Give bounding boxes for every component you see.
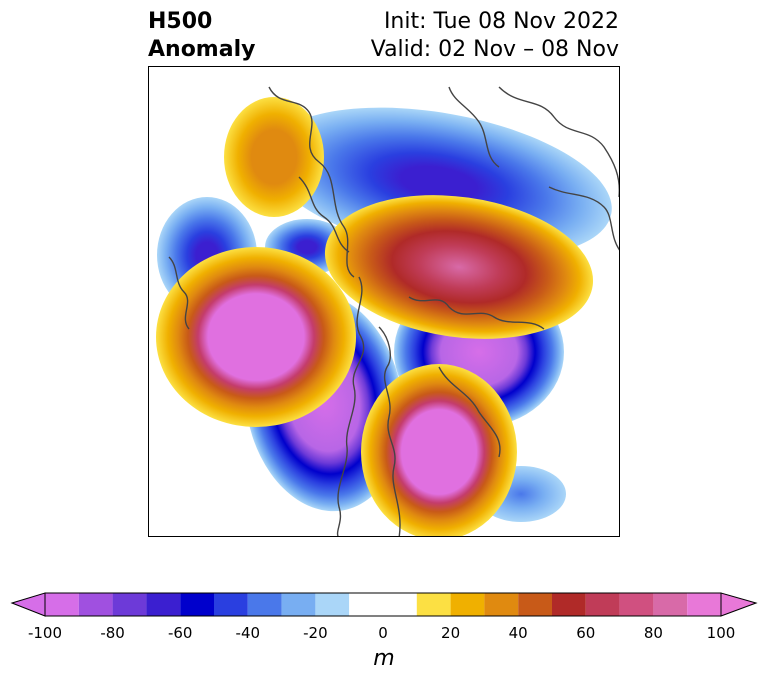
colorbar-outline: [44, 592, 722, 617]
colorbar-cell: [247, 593, 282, 616]
colorbar-cell: [112, 593, 147, 616]
colorbar-cell: [619, 593, 654, 616]
colorbar-cell: [653, 593, 688, 616]
colorbar-cell: [416, 593, 451, 616]
valid-range: Valid: 02 Nov – 08 Nov: [370, 37, 619, 62]
colorbar-cell: [552, 593, 586, 616]
colorbar-cell: [180, 593, 214, 616]
colorbar-tick-label: 100: [706, 624, 736, 642]
colorbar-tick-label: 20: [441, 624, 461, 642]
colorbar: [10, 592, 758, 617]
positive-anomaly-east-coast: [361, 364, 517, 536]
colorbar-cell: [214, 593, 248, 616]
colorbar-tick-label: -100: [27, 624, 63, 642]
colorbar-tick-label: -40: [235, 624, 261, 642]
colorbar-tick-label: -80: [100, 624, 125, 642]
colorbar-unit-label: m: [373, 646, 395, 671]
colorbar-cell: [450, 593, 485, 616]
colorbar-tick-label: 60: [576, 624, 596, 642]
colorbar-tick-label: 0: [378, 624, 388, 642]
colorbar-cell: [518, 593, 552, 616]
colorbar-cell: [687, 593, 721, 616]
title-line-1: H500: [148, 9, 213, 34]
colorbar-over-arrow: [720, 592, 758, 617]
colorbar-cell: [484, 593, 519, 616]
colorbar-cell: [315, 593, 350, 616]
anomaly-fill-layer: [156, 97, 612, 536]
colorbar-under-arrow: [10, 592, 46, 617]
positive-anomaly-europe: [224, 97, 324, 217]
colorbar-cell: [45, 593, 79, 616]
colorbar-cells: [45, 593, 721, 616]
colorbar-tick-label: 80: [643, 624, 663, 642]
map-canvas: [156, 86, 619, 536]
date-info: Init: Tue 08 Nov 2022 Valid: 02 Nov – 08…: [371, 8, 619, 64]
colorbar-cell: [78, 593, 113, 616]
positive-anomaly-siberia: [324, 195, 594, 339]
anomaly-map: [148, 66, 620, 537]
positive-anomaly-pacific: [156, 247, 356, 427]
map-title: H500 Anomaly: [148, 8, 255, 64]
init-date: Init: Tue 08 Nov 2022: [383, 9, 619, 34]
colorbar-cell: [585, 593, 620, 616]
colorbar-tick-label: -20: [303, 624, 328, 642]
colorbar-cell: [146, 593, 181, 616]
colorbar-cell: [349, 593, 417, 616]
colorbar-cell: [281, 593, 316, 616]
colorbar-tick-label: 40: [508, 624, 528, 642]
coastline-layer: [168, 86, 619, 536]
title-line-2: Anomaly: [148, 37, 256, 62]
colorbar-tick-label: -60: [167, 624, 193, 642]
